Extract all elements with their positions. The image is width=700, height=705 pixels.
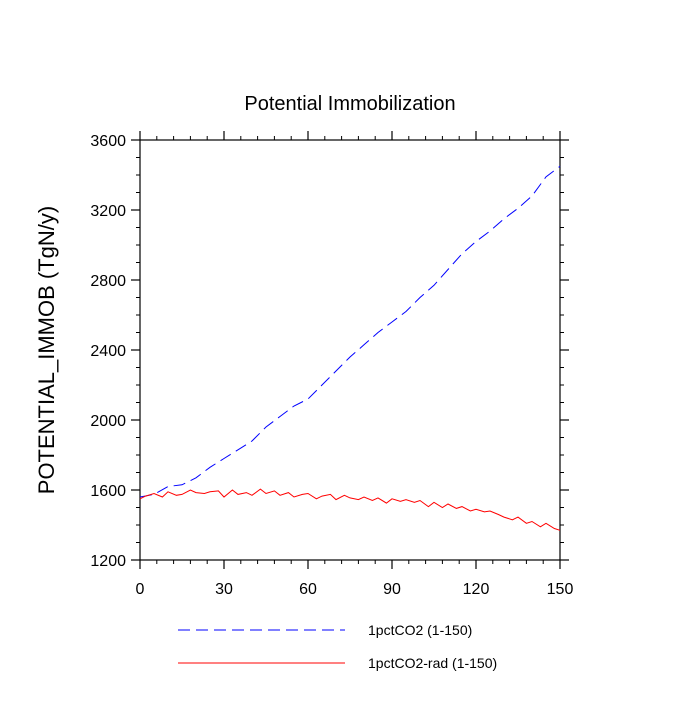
y-axis-label: POTENTIAL_IMMOB (TgN/y)	[34, 206, 59, 494]
y-tick-label: 2400	[90, 343, 126, 360]
y-tick-label: 3200	[90, 203, 126, 220]
y-tick-label: 1600	[90, 483, 126, 500]
x-tick-label: 30	[215, 581, 233, 598]
y-tick-label: 2000	[90, 413, 126, 430]
x-tick-label: 0	[136, 581, 145, 598]
legend-label-0: 1pctCO2 (1-150)	[368, 622, 472, 638]
x-tick-label: 60	[299, 581, 317, 598]
x-tick-label: 150	[547, 581, 574, 598]
x-tick-label: 120	[463, 581, 490, 598]
series-line-1	[139, 488, 561, 531]
x-tick-label: 90	[383, 581, 401, 598]
chart-title: Potential Immobilization	[244, 93, 455, 115]
series-line-0	[139, 165, 561, 498]
axes: 1200 1600 2000 2400 2800 3200 3600 0 30 60 90 120 15…	[34, 131, 573, 598]
y-tick-label: 2800	[90, 273, 126, 290]
plot-frame	[139, 139, 561, 561]
legend-label-1: 1pctCO2-rad (1-150)	[368, 655, 497, 671]
series-layer	[139, 165, 561, 531]
y-tick-label: 3600	[90, 133, 126, 150]
legend: 1pctCO2 (1-150) 1pctCO2-rad (1-150)	[178, 622, 497, 671]
y-tick-label: 1200	[90, 553, 126, 570]
